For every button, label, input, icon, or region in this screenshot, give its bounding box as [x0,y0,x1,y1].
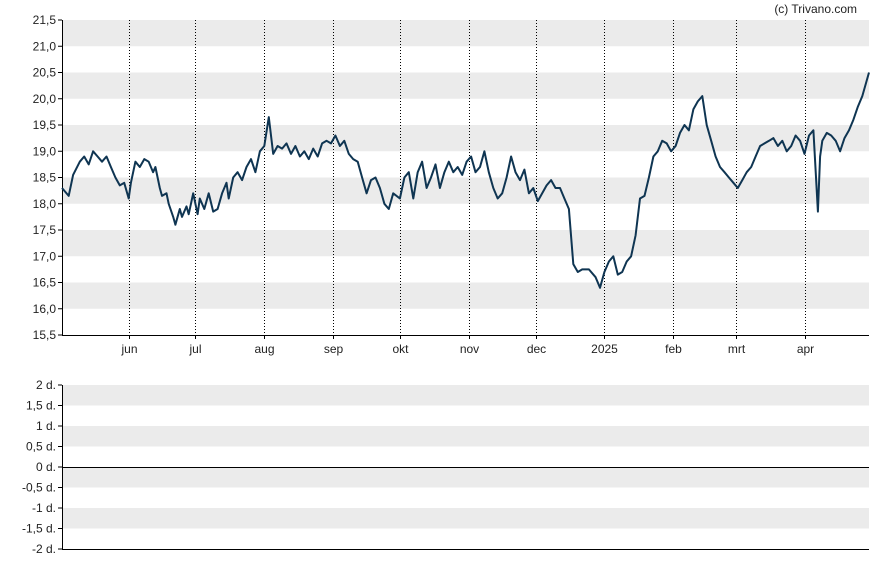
y-tick-label: 19,5 [33,118,57,132]
grid-band [62,282,869,309]
y-tick-label: 18,0 [33,197,57,211]
grid-band [62,426,869,447]
secondary-panel: 2 d. 1,5 d. 1 d. 0,5 d. 0 d. -0,5 d. -1 d. -1,5… [22,378,869,556]
y-tick-label: 20,0 [33,92,57,106]
y-tick-label: 18,5 [33,171,57,185]
x-tick-label: apr [797,342,814,356]
grid-band [62,508,869,529]
grid-band [62,125,869,152]
y-tick-label: 1,5 d. [26,399,56,413]
grid-band [62,385,869,406]
x-tick-label: feb [665,342,682,356]
y-tick-label: 16,5 [33,276,57,290]
y-tick-label: 21,0 [33,39,57,53]
price-series-line [61,72,870,289]
x-tick-label: mrt [728,342,746,356]
grid-band [62,177,869,204]
y-tick-label: -1 d. [32,501,56,515]
x-tick-label: nov [460,342,479,356]
y-tick-label: 0 d. [36,460,56,474]
y-tick-label: 15,5 [33,328,57,342]
credit-label: (c) Trivano.com [774,2,857,16]
y-tick-label: 17,0 [33,249,57,263]
y-tick-label: 17,5 [33,223,57,237]
x-tick-label: jul [188,342,201,356]
grid-band [62,72,869,99]
x-tick-label: jun [120,342,137,356]
y-tick-label: 16,0 [33,302,57,316]
y-tick-label: 2 d. [36,378,56,392]
x-tick-label: okt [392,342,409,356]
grid-band [62,467,869,488]
y-tick-label: 20,5 [33,66,57,80]
y-tick-label: -2 d. [32,542,56,556]
x-tick-label: sep [324,342,344,356]
grid-band [62,230,869,257]
x-tick-label: 2025 [591,342,618,356]
x-tick-label: dec [527,342,546,356]
grid-band [62,20,869,47]
y-tick-label: 19,0 [33,144,57,158]
y-tick-label: 1 d. [36,419,56,433]
y-tick-label: -1,5 d. [22,522,56,536]
y-tick-label: 0,5 d. [26,440,56,454]
price-panel: 21,5 21,0 20,5 20,0 19,5 19,0 18,5 18,0 17,5 17,0… [33,13,870,356]
y-tick-label: 21,5 [33,13,57,27]
x-tick-label: aug [254,342,274,356]
y-tick-label: -0,5 d. [22,481,56,495]
